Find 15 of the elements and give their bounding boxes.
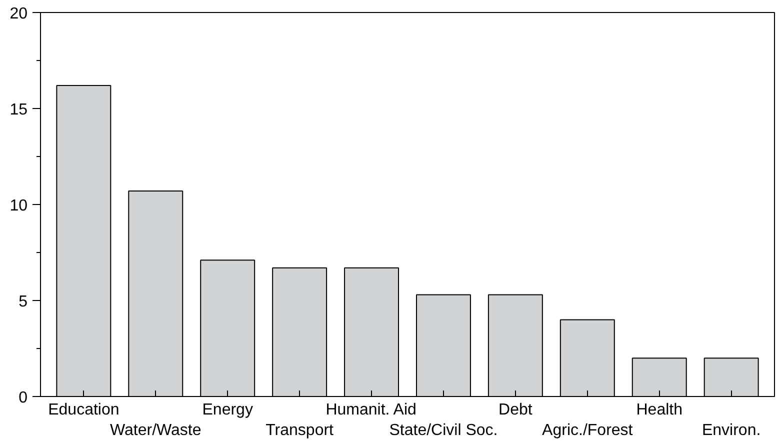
x-tick-label: Environ. xyxy=(702,422,761,439)
y-tick-label: 0 xyxy=(18,390,28,406)
x-tick-label: Debt xyxy=(498,402,533,418)
y-tick-label: 20 xyxy=(10,6,28,22)
x-tick-label: Humanit. Aid xyxy=(326,402,416,418)
x-tick-label: Transport xyxy=(266,422,334,439)
x-tick-label: Agric./Forest xyxy=(542,422,634,439)
y-tick-label: 10 xyxy=(10,198,28,214)
y-tick-label: 5 xyxy=(18,294,28,310)
x-tick-label: Health xyxy=(636,402,682,418)
x-tick-label: State/Civil Soc. xyxy=(389,422,498,439)
x-tick-label: Energy xyxy=(202,402,253,418)
x-tick-label: Water/Waste xyxy=(110,422,202,439)
x-tick-label: Education xyxy=(48,402,120,418)
y-tick-label: 15 xyxy=(10,102,28,118)
